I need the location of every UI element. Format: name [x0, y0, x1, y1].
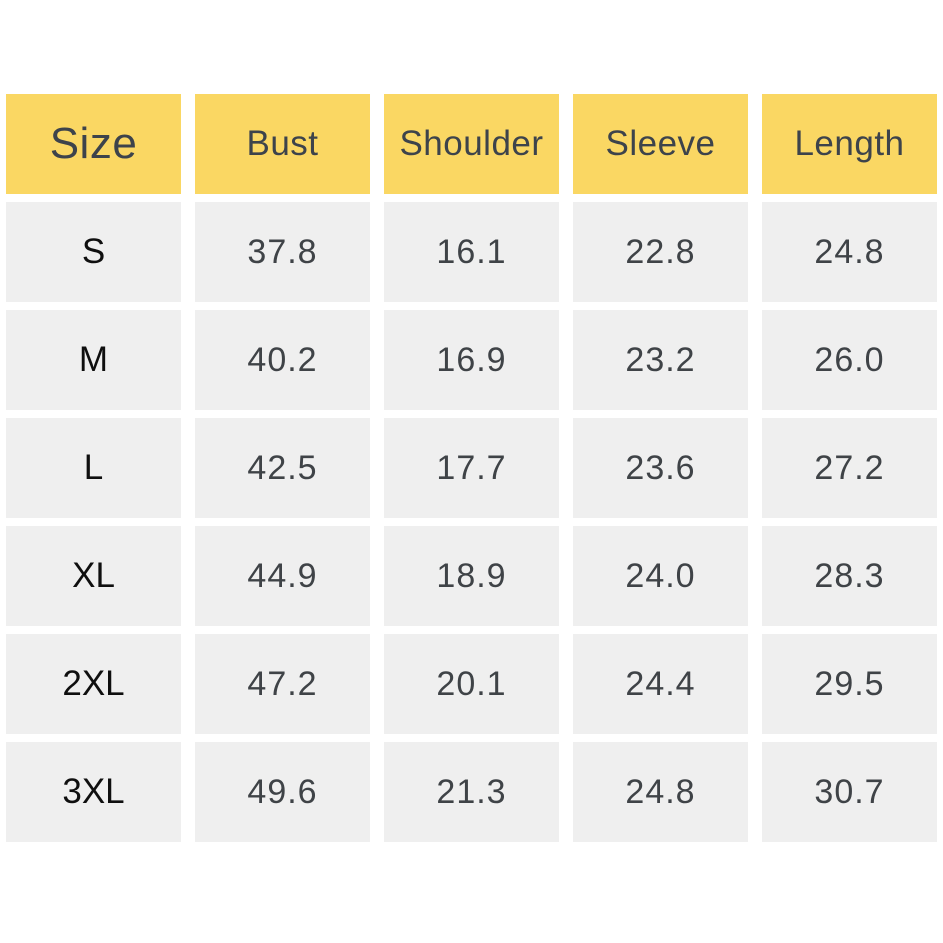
measurement-cell: 24.8 — [762, 202, 937, 302]
measurement-cell: 37.8 — [195, 202, 370, 302]
measurement-cell: 24.8 — [573, 742, 748, 842]
measurement-cell: 49.6 — [195, 742, 370, 842]
measurement-cell: 16.1 — [384, 202, 559, 302]
measurement-cell: 47.2 — [195, 634, 370, 734]
measurement-cell: 18.9 — [384, 526, 559, 626]
header-cell-sleeve: Sleeve — [573, 94, 748, 194]
size-chart-table: Size Bust Shoulder Sleeve Length S 37.8 … — [6, 94, 937, 842]
size-label-cell: M — [6, 310, 181, 410]
measurement-cell: 24.0 — [573, 526, 748, 626]
measurement-cell: 29.5 — [762, 634, 937, 734]
header-cell-bust: Bust — [195, 94, 370, 194]
measurement-cell: 30.7 — [762, 742, 937, 842]
measurement-cell: 20.1 — [384, 634, 559, 734]
header-cell-shoulder: Shoulder — [384, 94, 559, 194]
measurement-cell: 24.4 — [573, 634, 748, 734]
measurement-cell: 23.2 — [573, 310, 748, 410]
measurement-cell: 22.8 — [573, 202, 748, 302]
measurement-cell: 28.3 — [762, 526, 937, 626]
measurement-cell: 21.3 — [384, 742, 559, 842]
measurement-cell: 44.9 — [195, 526, 370, 626]
size-label-cell: 2XL — [6, 634, 181, 734]
measurement-cell: 42.5 — [195, 418, 370, 518]
measurement-cell: 23.6 — [573, 418, 748, 518]
measurement-cell: 40.2 — [195, 310, 370, 410]
measurement-cell: 16.9 — [384, 310, 559, 410]
size-label-cell: XL — [6, 526, 181, 626]
measurement-cell: 26.0 — [762, 310, 937, 410]
header-cell-size: Size — [6, 94, 181, 194]
header-cell-length: Length — [762, 94, 937, 194]
measurement-cell: 17.7 — [384, 418, 559, 518]
size-label-cell: 3XL — [6, 742, 181, 842]
measurement-cell: 27.2 — [762, 418, 937, 518]
size-label-cell: S — [6, 202, 181, 302]
size-label-cell: L — [6, 418, 181, 518]
